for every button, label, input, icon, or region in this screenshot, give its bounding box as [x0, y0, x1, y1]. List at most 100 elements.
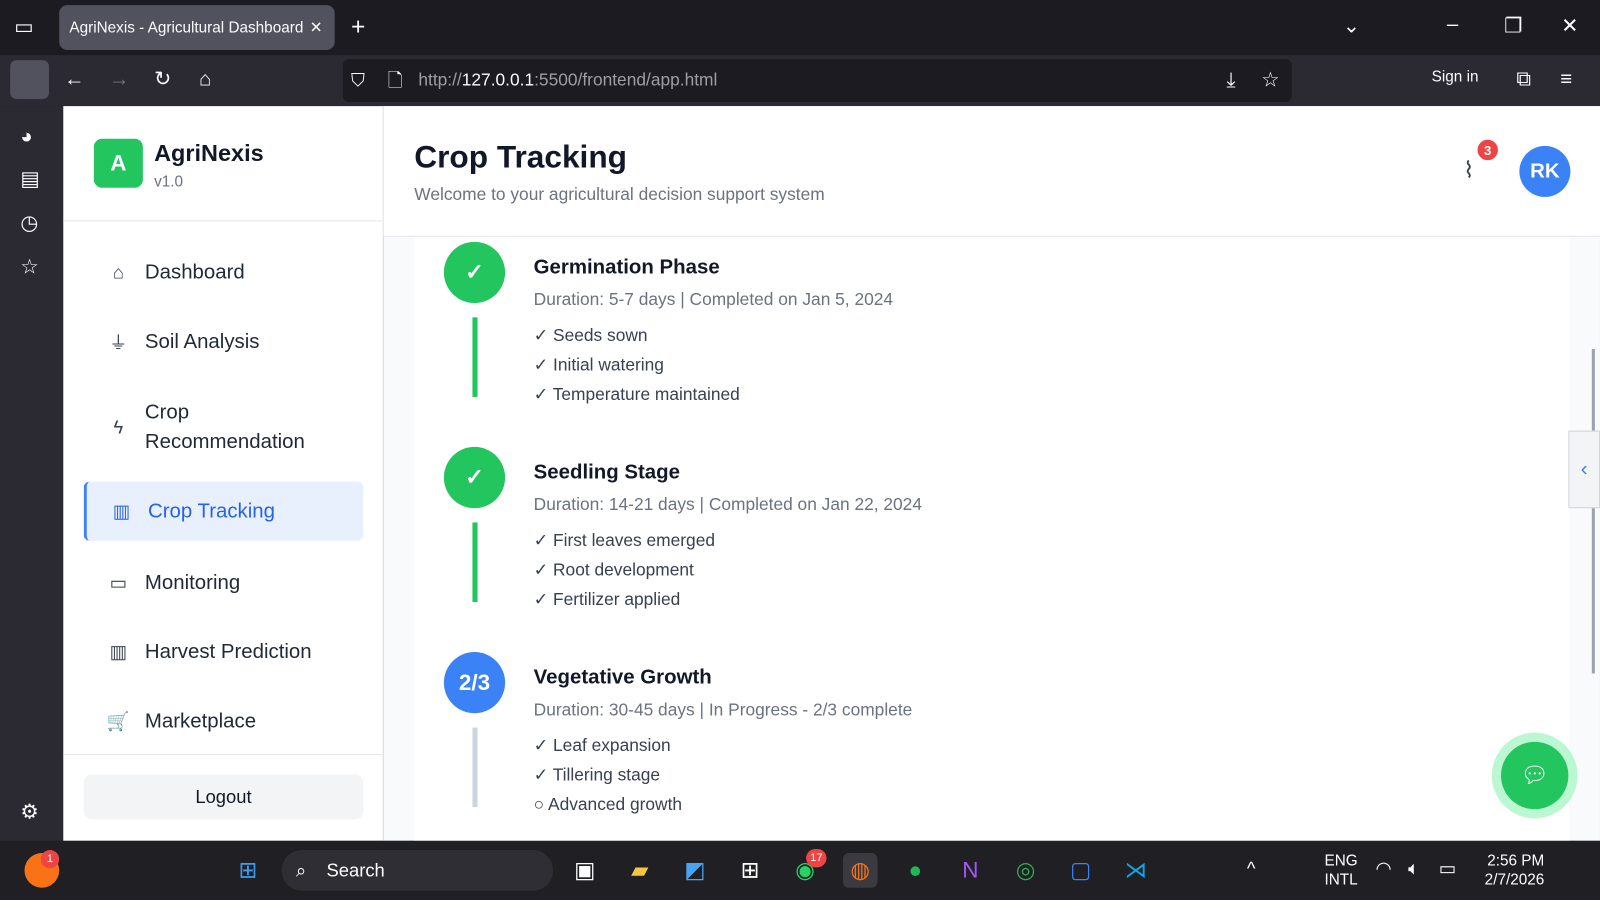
tabs-icon[interactable]: ▤	[20, 168, 40, 191]
chat-icon: 💬︎	[1501, 741, 1569, 810]
bolt-icon: ϟ	[113, 416, 124, 438]
minimize-icon[interactable]: –	[1446, 13, 1459, 36]
task-item: ✓ Tillering stage	[533, 765, 661, 785]
download-icon[interactable]: ⤓	[1226, 69, 1236, 92]
app-sidebar: A AgriNexis v1.0 ⌂ Dashboard ⏚ Soil Analys…	[63, 106, 384, 841]
avatar[interactable]: RK	[1519, 145, 1571, 197]
bookmarks-icon[interactable]: ☆	[20, 256, 39, 279]
page-title: Crop Tracking	[414, 138, 627, 175]
task-item: ✓ Leaf expansion	[533, 735, 671, 756]
chat-button[interactable]: 💬︎	[1491, 732, 1578, 819]
stage-title: Vegetative Growth	[533, 666, 712, 689]
notification-badge: 1	[40, 849, 60, 869]
task-item: ✓ Temperature maintained	[533, 384, 740, 405]
timeline-connector	[472, 727, 478, 808]
cart-icon: 🛒	[106, 710, 130, 732]
windows-start-icon[interactable]: ⊞	[238, 857, 258, 883]
browser-sidebar: ◕ ▤ ◷ ☆ ⚙	[0, 106, 64, 841]
panel-collapse-chevron-icon[interactable]: ‹	[1568, 430, 1600, 509]
tab-title: AgriNexis - Agricultural Dashboard	[69, 18, 304, 37]
menu-icon[interactable]: ≡	[1560, 68, 1573, 91]
volume-icon[interactable]: 🔈︎	[1408, 858, 1420, 879]
battery-icon[interactable]: ▭	[1438, 858, 1457, 879]
spotify-icon[interactable]: ●	[908, 857, 923, 883]
language-indicator[interactable]: ENG INTL	[1324, 852, 1358, 889]
extensions-icon[interactable]: ⧉	[1516, 68, 1531, 91]
back-icon[interactable]: ←	[64, 68, 85, 91]
timeline-card: ✓ Germination Phase Duration: 5-7 days |…	[414, 236, 1570, 841]
bar-chart-icon: ▥	[109, 641, 128, 662]
task-item: ✓ First leaves emerged	[533, 530, 715, 550]
vscode-icon[interactable]: ⋊	[1124, 857, 1147, 883]
url-bar[interactable]: ⛉ 🗋 http://127.0.0.1:5500/frontend/app.h…	[342, 59, 1292, 103]
chevron-up-icon[interactable]: ^	[1246, 858, 1256, 879]
windows-taskbar: Search ⌕ ENG INTL 2:56 PM 2/7/2026 ◠ 🔈︎ ▭ ^	[0, 840, 1600, 900]
main-content: ✓ Germination Phase Duration: 5-7 days |…	[383, 106, 1600, 841]
store-icon[interactable]: ⊞	[740, 857, 760, 883]
photos-icon[interactable]: ◩	[684, 857, 706, 883]
app-version: v1.0	[154, 173, 184, 191]
clock[interactable]: 2:56 PM 2/7/2026	[1484, 852, 1545, 889]
wifi-icon[interactable]: ◠	[1375, 858, 1392, 879]
stage-title: Seedling Stage	[533, 461, 680, 484]
logout-button[interactable]: Logout	[83, 774, 364, 820]
timeline-connector	[472, 522, 478, 603]
browser-tab-bar: ▭ AgriNexis - Agricultural Dashboard ✕ + …	[0, 0, 1600, 56]
stage-details: Duration: 30-45 days | In Progress - 2/3…	[533, 699, 913, 720]
file-explorer-icon[interactable]: ▰	[631, 857, 649, 883]
sidebar-item-crop-recommendation[interactable]: ϟ Crop Recommendation	[84, 392, 364, 463]
sidebar-item-harvest-prediction[interactable]: ▥ Harvest Prediction	[84, 627, 364, 678]
task-item: ✓ Root development	[533, 560, 694, 580]
sidebar-item-dashboard[interactable]: ⌂ Dashboard	[84, 247, 364, 298]
copilot-icon[interactable]: ◕	[20, 125, 33, 148]
close-window-icon[interactable]: ✕	[1561, 15, 1579, 38]
notification-bell-icon[interactable]: ⌇	[1463, 157, 1475, 183]
scrollbar[interactable]	[1591, 348, 1595, 674]
close-tab-icon[interactable]: ✕	[309, 19, 323, 37]
progress-badge: 2/3	[443, 652, 506, 714]
page-icon: 🗋	[387, 70, 403, 91]
task-item: ✓ Fertilizer applied	[533, 589, 681, 610]
task-item: ✓ Initial watering	[533, 355, 664, 375]
app-logo: A	[93, 138, 143, 188]
bookmark-star-icon[interactable]: ☆	[1261, 69, 1280, 92]
sidebar-item-soil-analysis[interactable]: ⏚ Soil Analysis	[84, 316, 364, 367]
home-icon: ⌂	[112, 261, 124, 283]
page-header: Crop Tracking Welcome to your agricultur…	[383, 106, 1600, 237]
restore-icon[interactable]: ❐	[1504, 15, 1523, 38]
sidebar-item-crop-tracking[interactable]: ▥ Crop Tracking	[83, 481, 364, 541]
forward-icon[interactable]: →	[109, 68, 130, 91]
video-icon: ▭	[109, 571, 128, 593]
home-icon[interactable]: ⌂	[198, 68, 212, 91]
page-subtitle: Welcome to your agricultural decision su…	[414, 184, 825, 205]
task-item: ○ Advanced growth	[533, 794, 683, 815]
onenote-icon[interactable]: N	[962, 857, 979, 883]
task-item: ✓ Seeds sown	[533, 325, 648, 345]
chrome-icon[interactable]: ◎	[1015, 857, 1036, 883]
chevron-down-icon[interactable]: ⌄	[1342, 15, 1360, 38]
remote-desktop-icon[interactable]: ▢	[1069, 857, 1092, 883]
sign-in-button[interactable]: Sign in	[1431, 68, 1479, 86]
taskbar-search[interactable]: Search ⌕	[281, 849, 554, 891]
check-icon: ✓	[443, 446, 506, 509]
new-tab-icon[interactable]: +	[351, 13, 366, 41]
app-name: AgriNexis	[154, 139, 264, 167]
sidebar-item-marketplace[interactable]: 🛒 Marketplace	[106, 709, 257, 733]
sidebar-toggle-icon[interactable]	[10, 60, 49, 99]
history-icon[interactable]: ◷	[20, 212, 39, 235]
sidebar-item-monitoring[interactable]: ▭ Monitoring	[84, 557, 364, 608]
shield-icon[interactable]: ⛉	[351, 70, 365, 91]
browser-tab[interactable]: AgriNexis - Agricultural Dashboard ✕	[59, 5, 335, 50]
tab-list-icon[interactable]: ▭	[14, 16, 34, 39]
settings-gear-icon[interactable]: ⚙	[20, 801, 39, 824]
bar-chart-icon: ▥	[112, 500, 131, 521]
task-view-icon[interactable]: ▣	[574, 857, 596, 883]
notification-badge: 17	[806, 848, 827, 868]
stage-details: Duration: 14-21 days | Completed on Jan …	[533, 494, 922, 515]
timeline-connector	[472, 317, 478, 397]
soil-icon: ⏚	[109, 332, 128, 354]
search-icon: ⌕	[295, 859, 307, 881]
stage-title: Germination Phase	[533, 256, 720, 279]
firefox-icon[interactable]: ◍	[842, 853, 878, 888]
reload-icon[interactable]: ↻	[154, 68, 172, 91]
